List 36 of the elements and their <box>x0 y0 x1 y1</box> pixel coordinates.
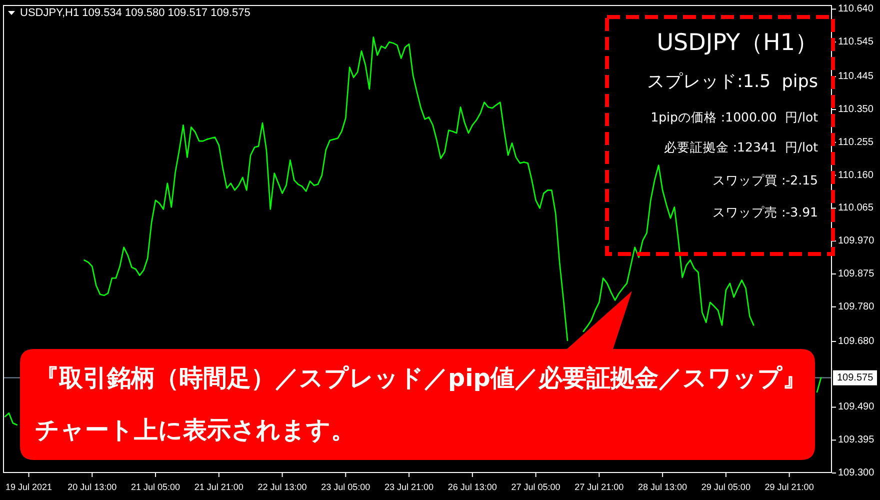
x-tick-label: 20 Jul 13:00 <box>68 482 117 492</box>
x-tick-label: 29 Jul 21:00 <box>764 482 814 492</box>
x-tick-label: 29 Jul 05:00 <box>701 482 750 492</box>
chart-title: USDJPY,H1 109.534 109.580 109.517 109.575 <box>20 7 250 19</box>
y-tick-label: 110.160 <box>838 170 874 181</box>
ref-line-label: 109.575 <box>837 372 874 384</box>
x-tick-label: 23 Jul 05:00 <box>321 482 370 492</box>
x-tick-label: 27 Jul 05:00 <box>511 482 560 492</box>
y-tick-label: 110.255 <box>838 136 874 148</box>
x-tick-label: 28 Jul 13:00 <box>638 482 688 492</box>
annotation: スプレッド:1.5 pips <box>646 71 818 92</box>
y-tick-label: 110.640 <box>838 4 874 15</box>
annotation: チャート上に表示されます。 <box>35 416 355 444</box>
y-tick-label: 110.545 <box>838 36 874 48</box>
annotation: 1pipの価格 :1000.00 円/lot <box>650 110 818 124</box>
y-tick-label: 110.350 <box>838 104 874 116</box>
annotation: スワップ買 :-2.15 <box>712 172 818 188</box>
annotation: 必要証拠金 :12341 円/lot <box>664 140 818 154</box>
y-tick-label: 109.490 <box>838 402 875 413</box>
y-tick-label: 109.680 <box>838 336 875 347</box>
y-tick-label: 109.875 <box>838 268 875 280</box>
annotation: USDJPY（H1） <box>656 30 818 56</box>
x-tick-label: 27 Jul 21:00 <box>574 482 624 492</box>
x-tick-label: 23 Jul 21:00 <box>384 482 434 492</box>
y-tick-label: 110.445 <box>838 71 874 82</box>
x-tick-label: 19 Jul 2021 <box>5 482 52 492</box>
x-tick-label: 26 Jul 13:00 <box>448 482 497 492</box>
y-tick-label: 109.970 <box>838 236 875 247</box>
y-tick-label: 110.065 <box>838 202 874 214</box>
y-tick-label: 109.780 <box>838 301 875 312</box>
y-tick-label: 109.395 <box>838 434 875 446</box>
x-tick-label: 22 Jul 13:00 <box>258 482 307 492</box>
y-tick-label: 109.300 <box>838 468 875 478</box>
annotation: スワップ売 :-3.91 <box>712 204 818 220</box>
x-tick-label: 21 Jul 21:00 <box>194 482 244 492</box>
x-tick-label: 21 Jul 05:00 <box>131 482 180 492</box>
